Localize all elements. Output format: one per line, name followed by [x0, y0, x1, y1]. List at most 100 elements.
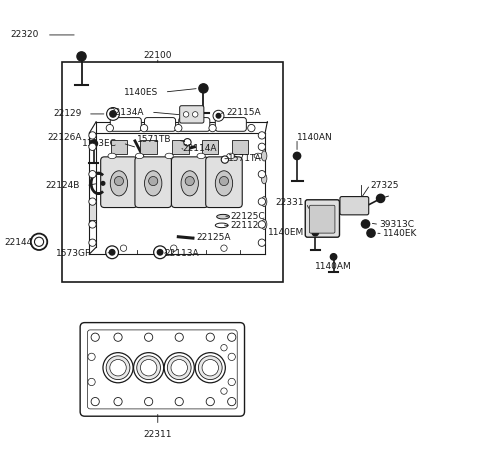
Circle shape	[106, 125, 113, 132]
Circle shape	[195, 353, 225, 383]
Ellipse shape	[144, 171, 162, 196]
Circle shape	[221, 245, 227, 251]
Ellipse shape	[181, 171, 198, 196]
Ellipse shape	[135, 153, 144, 158]
Circle shape	[206, 333, 215, 341]
Ellipse shape	[262, 174, 267, 184]
Ellipse shape	[216, 171, 233, 196]
Text: 22125A: 22125A	[197, 233, 231, 242]
FancyBboxPatch shape	[340, 196, 369, 215]
FancyBboxPatch shape	[80, 322, 244, 416]
Text: 1140EM: 1140EM	[268, 228, 304, 237]
Circle shape	[141, 360, 157, 376]
Text: 22126A: 22126A	[47, 133, 82, 142]
Text: 1571TA: 1571TA	[228, 154, 262, 163]
Circle shape	[133, 353, 164, 383]
Circle shape	[175, 398, 183, 406]
Text: 1140AN: 1140AN	[297, 133, 333, 142]
Bar	[232, 140, 248, 154]
FancyBboxPatch shape	[216, 118, 246, 131]
Circle shape	[221, 388, 227, 394]
Circle shape	[219, 176, 228, 185]
Circle shape	[216, 114, 221, 118]
Circle shape	[106, 246, 119, 259]
Circle shape	[144, 398, 153, 406]
Text: 22125C: 22125C	[231, 212, 265, 221]
Circle shape	[361, 220, 370, 228]
Circle shape	[103, 353, 133, 383]
Circle shape	[175, 333, 183, 341]
Circle shape	[184, 139, 191, 146]
Circle shape	[202, 360, 218, 376]
Text: 22129: 22129	[53, 109, 82, 119]
Circle shape	[77, 52, 86, 61]
Circle shape	[137, 356, 160, 380]
Text: 22134A: 22134A	[109, 108, 144, 117]
Circle shape	[185, 176, 194, 185]
Text: 22113A: 22113A	[165, 249, 199, 258]
Circle shape	[89, 239, 96, 246]
Circle shape	[330, 254, 337, 260]
Text: 22115A: 22115A	[226, 108, 261, 117]
Circle shape	[114, 176, 123, 185]
Text: 22311: 22311	[144, 430, 172, 439]
FancyBboxPatch shape	[305, 200, 339, 237]
Circle shape	[144, 333, 153, 341]
Circle shape	[106, 356, 130, 380]
Circle shape	[88, 353, 95, 360]
Circle shape	[228, 378, 235, 386]
Circle shape	[206, 398, 215, 406]
Ellipse shape	[197, 153, 205, 158]
Text: 22144: 22144	[4, 238, 32, 247]
Circle shape	[170, 245, 177, 251]
Circle shape	[89, 143, 96, 151]
Circle shape	[91, 398, 99, 406]
Ellipse shape	[216, 214, 229, 219]
Ellipse shape	[262, 196, 267, 207]
Text: 22320: 22320	[11, 30, 39, 39]
Bar	[172, 140, 189, 154]
Ellipse shape	[110, 171, 128, 196]
Text: 1571TB: 1571TB	[137, 136, 171, 144]
Circle shape	[154, 246, 167, 259]
Bar	[89, 202, 96, 220]
FancyBboxPatch shape	[171, 157, 208, 207]
Circle shape	[110, 360, 126, 376]
Ellipse shape	[262, 219, 267, 229]
Circle shape	[89, 198, 96, 205]
Circle shape	[88, 378, 95, 386]
Circle shape	[258, 143, 265, 151]
Circle shape	[367, 229, 375, 237]
Circle shape	[171, 360, 188, 376]
FancyBboxPatch shape	[110, 118, 141, 131]
Circle shape	[258, 221, 265, 228]
Circle shape	[376, 194, 384, 202]
Text: 22331: 22331	[276, 198, 304, 207]
Circle shape	[110, 111, 116, 117]
FancyBboxPatch shape	[309, 205, 335, 233]
Circle shape	[101, 181, 105, 185]
Circle shape	[221, 344, 227, 351]
Circle shape	[209, 125, 216, 132]
FancyBboxPatch shape	[180, 106, 204, 123]
Circle shape	[293, 153, 300, 159]
Text: 27325: 27325	[370, 181, 398, 190]
Circle shape	[213, 110, 224, 121]
Bar	[202, 140, 218, 154]
Circle shape	[228, 333, 236, 341]
Circle shape	[198, 356, 222, 380]
Circle shape	[114, 398, 122, 406]
Circle shape	[258, 239, 265, 246]
Text: 1140ES: 1140ES	[123, 87, 158, 97]
Circle shape	[91, 333, 99, 341]
FancyBboxPatch shape	[179, 118, 210, 131]
Text: 39313C: 39313C	[379, 220, 414, 229]
Bar	[111, 140, 127, 154]
Circle shape	[258, 170, 265, 178]
Ellipse shape	[227, 153, 235, 158]
Circle shape	[31, 234, 47, 250]
Circle shape	[258, 198, 265, 205]
Circle shape	[89, 170, 96, 178]
Circle shape	[175, 125, 182, 132]
Text: 1573GF: 1573GF	[56, 249, 91, 258]
